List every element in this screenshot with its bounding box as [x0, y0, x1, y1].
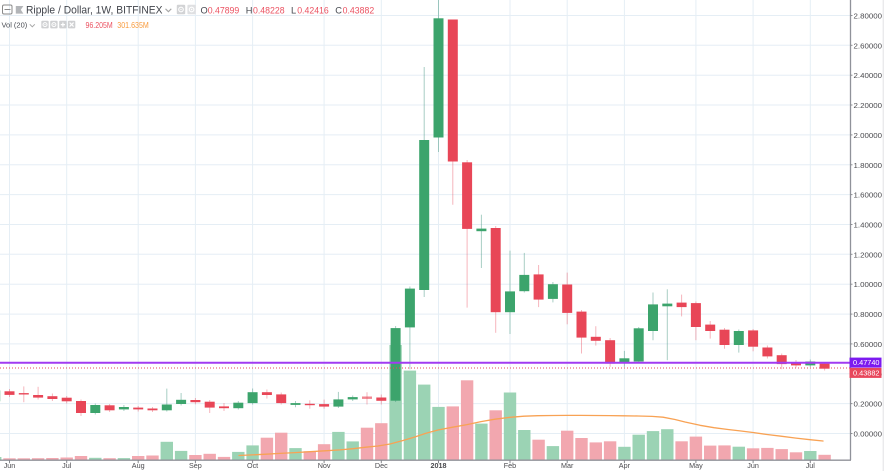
svg-text:2.80000: 2.80000: [854, 12, 883, 21]
svg-text:96.205M: 96.205M: [86, 21, 113, 30]
svg-text:0.20000: 0.20000: [854, 400, 883, 409]
svg-text:0.00000: 0.00000: [854, 430, 883, 439]
svg-text:2.60000: 2.60000: [854, 41, 883, 50]
svg-text:Feb: Feb: [504, 461, 516, 470]
svg-text:0.47899: 0.47899: [208, 6, 240, 16]
svg-text:0.47740: 0.47740: [853, 358, 880, 367]
svg-text:Jul: Jul: [806, 461, 816, 470]
svg-text:Aug: Aug: [132, 461, 145, 470]
svg-text:Jun: Jun: [747, 461, 759, 470]
svg-text:1.80000: 1.80000: [854, 161, 883, 170]
svg-text:2.20000: 2.20000: [854, 101, 883, 110]
svg-text:Nov: Nov: [318, 461, 331, 470]
svg-text:301.635M: 301.635M: [117, 21, 149, 30]
svg-text:Dec: Dec: [375, 461, 388, 470]
svg-text:Apr: Apr: [619, 461, 631, 470]
svg-text:0.42416: 0.42416: [297, 6, 329, 16]
svg-text:2018: 2018: [431, 461, 447, 470]
svg-text:Vol (20): Vol (20): [2, 21, 28, 30]
svg-text:1.60000: 1.60000: [854, 191, 883, 200]
svg-text:Sep: Sep: [189, 461, 202, 470]
svg-text:Ripple / Dollar, 1W, BITFINEX: Ripple / Dollar, 1W, BITFINEX: [26, 5, 163, 17]
svg-text:0.80000: 0.80000: [854, 310, 883, 319]
svg-text:0.60000: 0.60000: [854, 340, 883, 349]
svg-text:Jun: Jun: [4, 461, 16, 470]
svg-text:May: May: [689, 461, 703, 470]
svg-text:1.40000: 1.40000: [854, 221, 883, 230]
svg-text:L: L: [291, 6, 296, 16]
svg-text:0.43882: 0.43882: [853, 368, 880, 377]
svg-text:0.48228: 0.48228: [253, 6, 285, 16]
svg-text:2.00000: 2.00000: [854, 131, 883, 140]
svg-text:0.43882: 0.43882: [343, 6, 375, 16]
svg-text:C: C: [335, 6, 342, 16]
svg-text:Jul: Jul: [62, 461, 72, 470]
svg-text:H: H: [246, 6, 253, 16]
svg-text:O: O: [201, 6, 208, 16]
svg-text:2.40000: 2.40000: [854, 71, 883, 80]
svg-text:1.00000: 1.00000: [854, 280, 883, 289]
svg-text:Oct: Oct: [247, 461, 258, 470]
svg-text:1.20000: 1.20000: [854, 250, 883, 259]
svg-text:Mar: Mar: [561, 461, 574, 470]
